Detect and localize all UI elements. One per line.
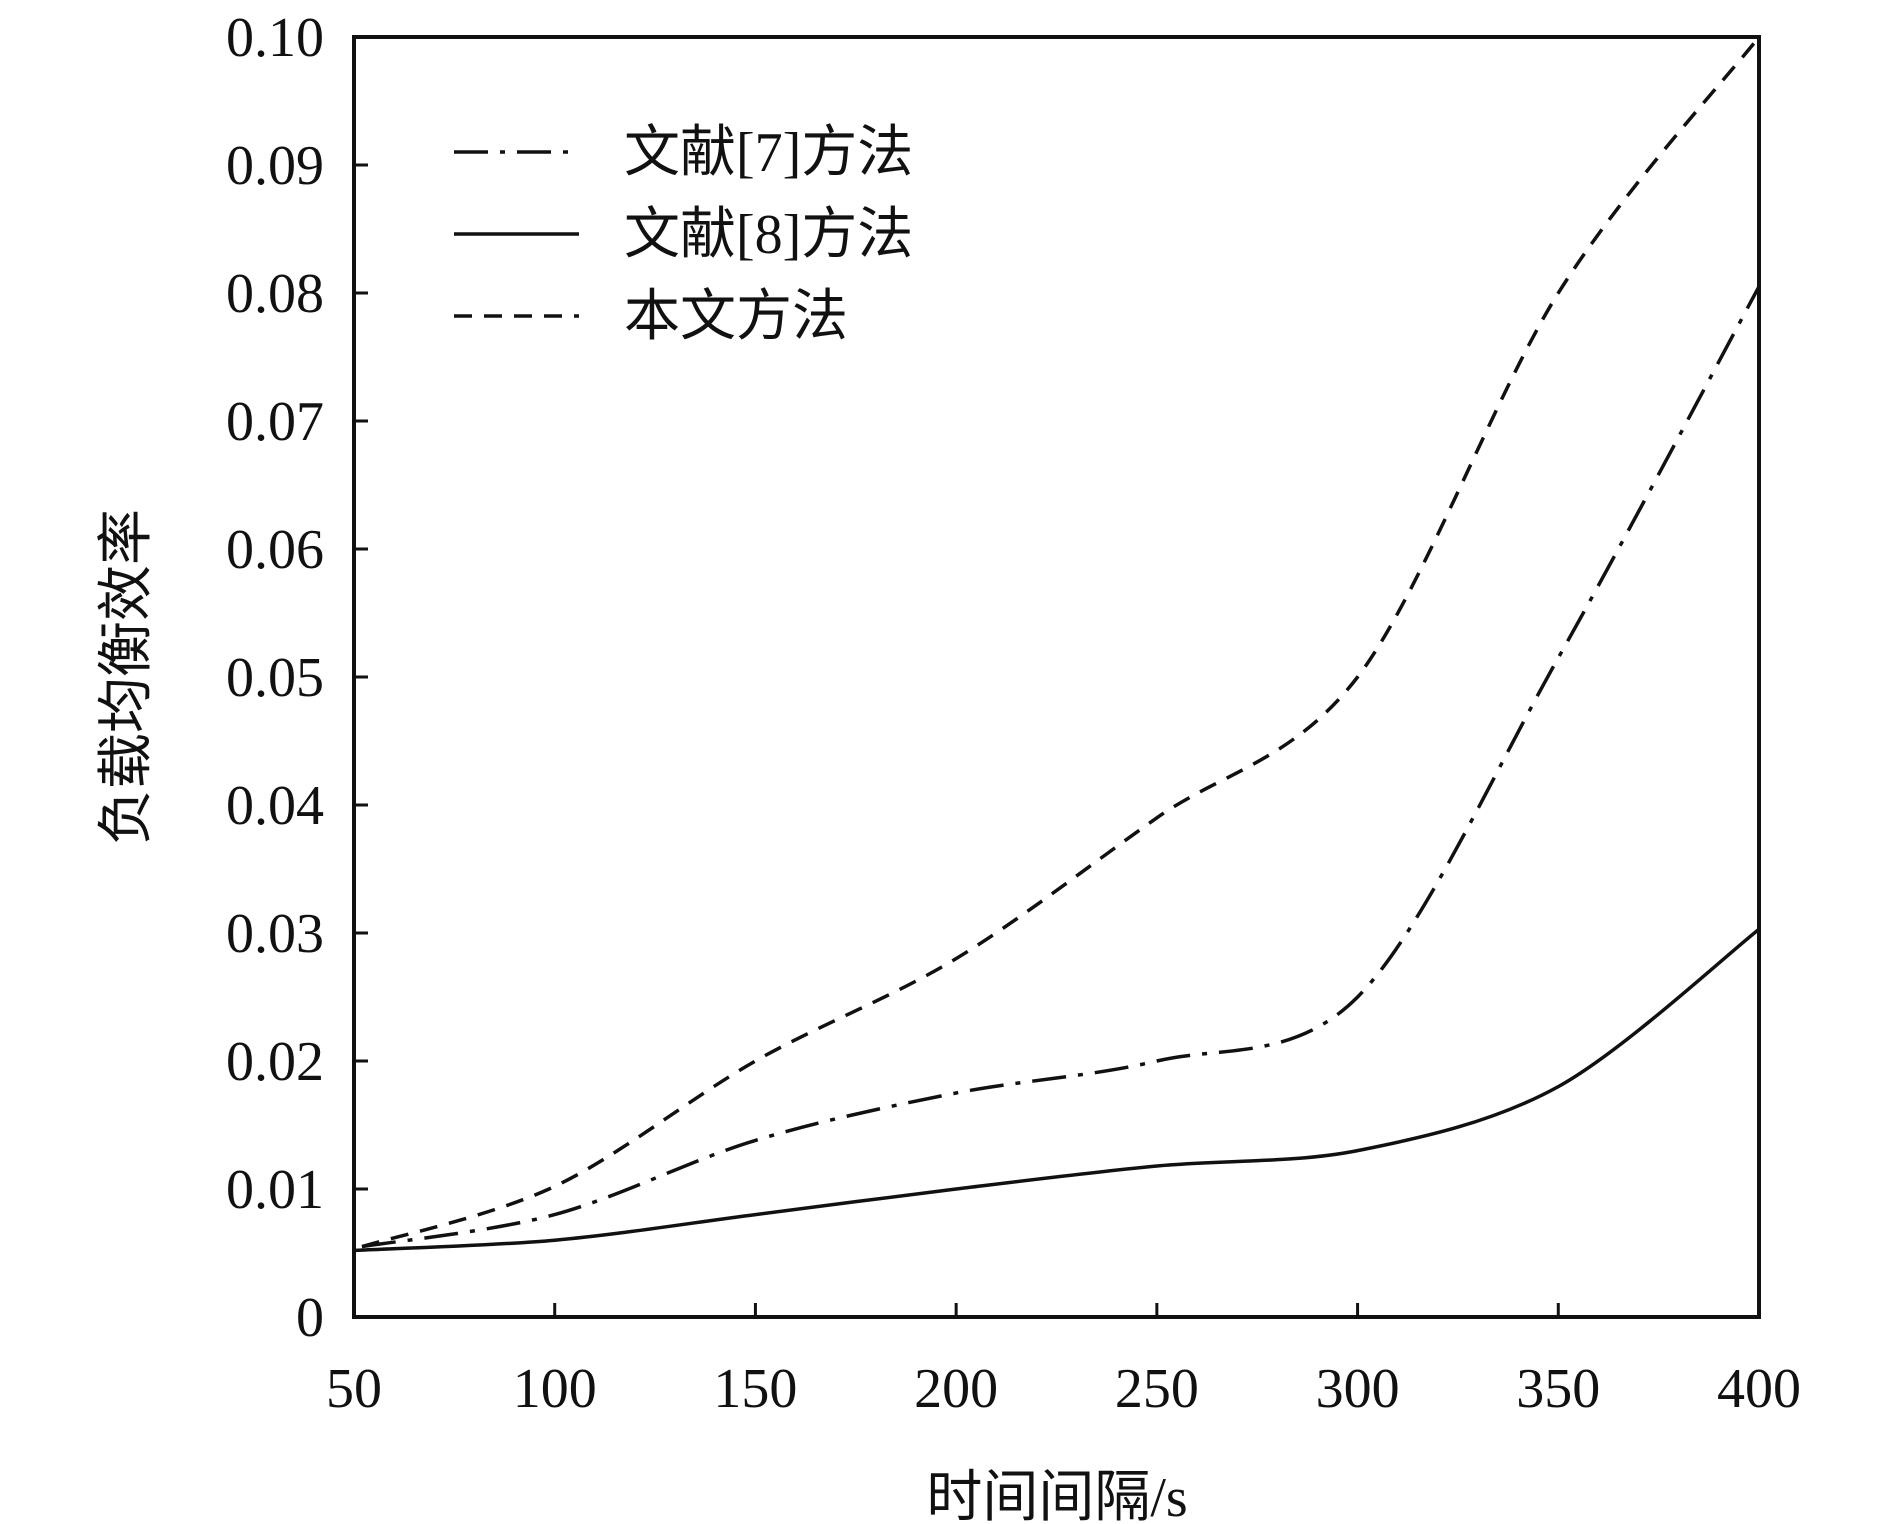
y-tick-label: 0.04: [226, 775, 324, 837]
x-tick-label: 100: [513, 1358, 597, 1420]
x-tick-label: 350: [1516, 1358, 1600, 1420]
series-line-3: [361, 35, 1761, 1249]
y-tick-label: 0.09: [226, 135, 324, 197]
y-axis-ticks: 0 0.01 0.02 0.03 0.04 0.05 0.06 0.07 0.08 0.09 0.1…: [226, 7, 368, 1349]
x-tick-label: 200: [914, 1358, 998, 1420]
y-tick-label: 0.03: [226, 903, 324, 965]
y-tick-label: 0.06: [226, 519, 324, 581]
y-tick-label: 0: [296, 1287, 324, 1349]
y-tick-label: 0.01: [226, 1159, 324, 1221]
x-tick-label: 250: [1115, 1358, 1199, 1420]
x-tick-label: 300: [1316, 1358, 1400, 1420]
x-axis-ticks: 50 100 150 200 250 300 350 400: [326, 1303, 1801, 1420]
x-tick-label: 400: [1717, 1358, 1801, 1420]
legend-label-1: 文献[7]方法: [624, 122, 913, 184]
y-tick-label: 0.05: [226, 647, 324, 709]
y-tick-label: 0.08: [226, 263, 324, 325]
x-tick-label: 50: [326, 1358, 382, 1420]
series-line-1: [361, 285, 1761, 1249]
y-tick-label: 0.02: [226, 1031, 324, 1093]
x-tick-label: 150: [713, 1358, 797, 1420]
series-layer: [353, 35, 1761, 1253]
legend-label-3: 本文方法: [624, 286, 848, 348]
x-axis-title: 时间间隔/s: [926, 1467, 1187, 1524]
y-tick-label: 0.10: [226, 7, 324, 69]
series-line-2: [353, 927, 1761, 1253]
y-tick-label: 0.07: [226, 391, 324, 453]
legend-label-2: 文献[8]方法: [624, 204, 913, 266]
y-axis-title: 负载均衡效率: [96, 509, 158, 845]
